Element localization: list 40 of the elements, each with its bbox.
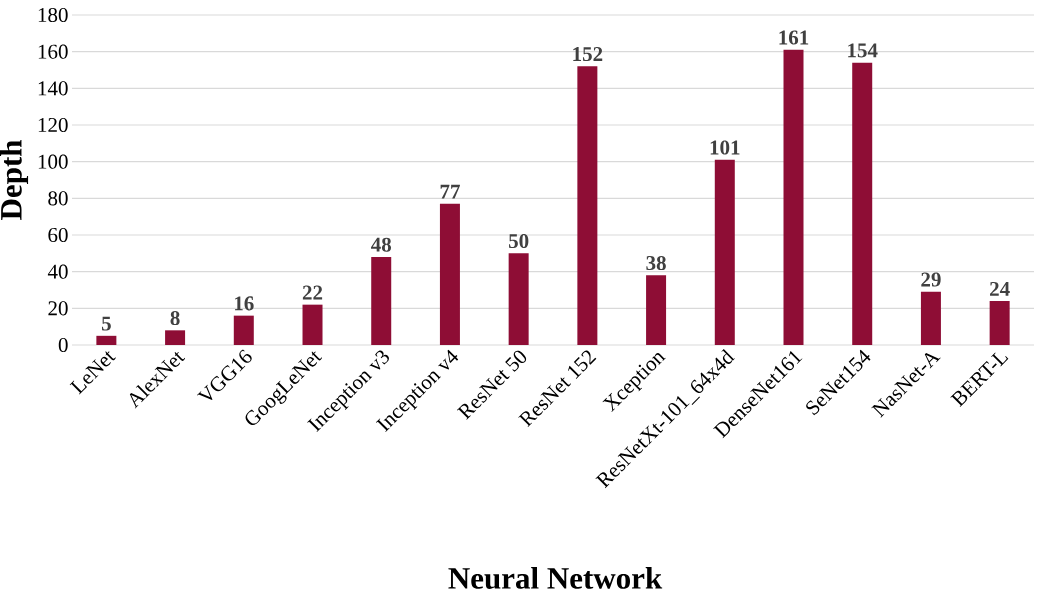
data-label: 38 [646, 255, 666, 271]
data-label: 8 [170, 310, 180, 326]
bar [783, 49, 804, 345]
data-label: 24 [990, 281, 1010, 296]
y-tick-label: 20 [48, 301, 68, 316]
x-axis-title: Neural Network [448, 567, 663, 589]
data-label: 154 [848, 43, 878, 58]
bar [508, 253, 529, 345]
bar [302, 304, 323, 345]
y-tick-label: 140 [38, 81, 68, 96]
y-tick-label: 40 [47, 264, 68, 279]
y-tick-label: 0 [58, 337, 68, 353]
data-label: 101 [710, 140, 740, 155]
y-tick-label: 120 [38, 117, 68, 133]
bar [646, 275, 667, 345]
bar [852, 62, 873, 345]
data-label: 48 [371, 237, 392, 252]
bar [577, 66, 598, 345]
y-tick-label: 80 [48, 191, 68, 206]
data-label: 29 [921, 272, 941, 287]
data-label: 5 [101, 316, 111, 331]
bar [96, 335, 117, 345]
bar [714, 159, 735, 345]
y-tick-label: 160 [38, 44, 68, 59]
data-label: 22 [302, 285, 323, 300]
y-tick-label: 180 [38, 7, 68, 23]
bar [920, 291, 941, 345]
bar [989, 300, 1010, 345]
y-tick-label: 100 [38, 154, 68, 169]
bar [439, 203, 460, 345]
data-label: 16 [234, 296, 254, 311]
bar [165, 330, 186, 345]
y-axis-title: Depth [0, 139, 29, 220]
data-label: 161 [779, 30, 809, 45]
y-tick-label: 60 [48, 227, 68, 243]
bar [371, 256, 392, 345]
bar [233, 315, 254, 345]
data-label: 50 [509, 233, 529, 249]
data-label: 77 [440, 184, 460, 199]
data-label: 152 [573, 47, 603, 62]
